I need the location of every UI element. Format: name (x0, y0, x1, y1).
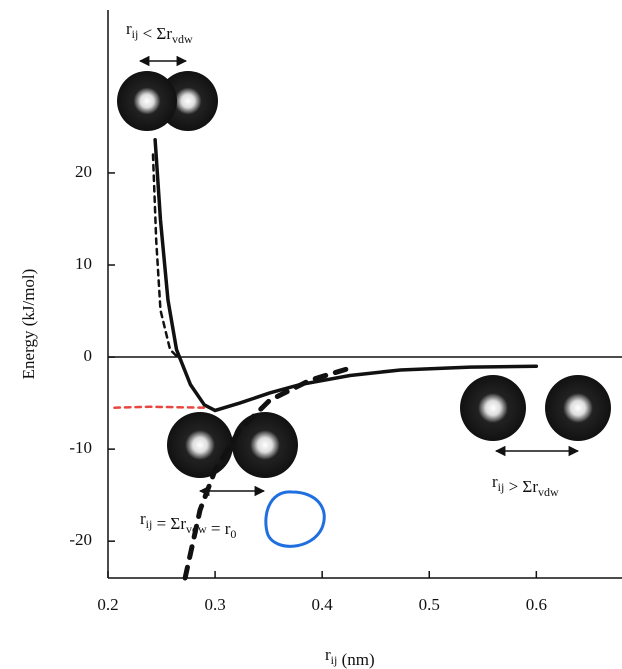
text-part: r (126, 19, 132, 38)
atom (232, 412, 298, 478)
text-part: = Σr (152, 514, 186, 533)
atom (545, 375, 611, 441)
subscript: ij (146, 517, 153, 531)
subscript: 0 (230, 527, 236, 541)
atom (167, 412, 233, 478)
x-tick-label: 0.3 (204, 595, 225, 614)
annotation: rij < Σrvdw (126, 19, 193, 46)
subscript: ij (331, 653, 338, 667)
text-part: = r (207, 519, 231, 538)
y-tick-label: 0 (84, 346, 93, 365)
subscript: vdw (538, 485, 559, 499)
atom (117, 71, 177, 131)
y-tick-label: -20 (69, 530, 92, 549)
text-part: r (325, 645, 331, 664)
y-tick-label: -10 (69, 438, 92, 457)
atom (460, 375, 526, 441)
x-tick-label: 0.6 (526, 595, 547, 614)
x-axis-label: rij (nm) (325, 645, 375, 669)
x-tick-label: 0.4 (312, 595, 334, 614)
text-part: r (140, 509, 146, 528)
y-tick-label: 10 (75, 254, 92, 273)
text-part: r (492, 472, 498, 491)
x-tick-label: 0.5 (419, 595, 440, 614)
text-part: (nm) (337, 650, 374, 669)
subscript: ij (498, 480, 505, 494)
x-tick-label: 0.2 (97, 595, 118, 614)
subscript: vdw (172, 32, 193, 46)
series-line (151, 153, 179, 359)
y-tick-label: 20 (75, 162, 92, 181)
series-line (182, 365, 353, 581)
series-line (113, 405, 206, 409)
annotation: rij = Σrvdw = r0 (140, 509, 236, 541)
illustrations (117, 55, 611, 548)
atom (158, 71, 218, 131)
text-part: > Σr (504, 477, 538, 496)
pen-circle (264, 490, 326, 548)
text-part: < Σr (138, 24, 172, 43)
annotation: rij > Σrvdw (492, 472, 559, 499)
series-line (153, 138, 539, 413)
y-axis-label: Energy (kJ/mol) (19, 269, 38, 380)
subscript: ij (132, 27, 139, 41)
